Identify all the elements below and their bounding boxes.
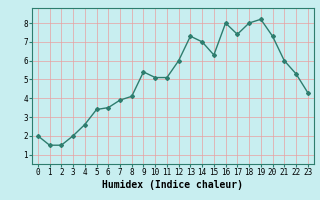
X-axis label: Humidex (Indice chaleur): Humidex (Indice chaleur) [102, 180, 243, 190]
